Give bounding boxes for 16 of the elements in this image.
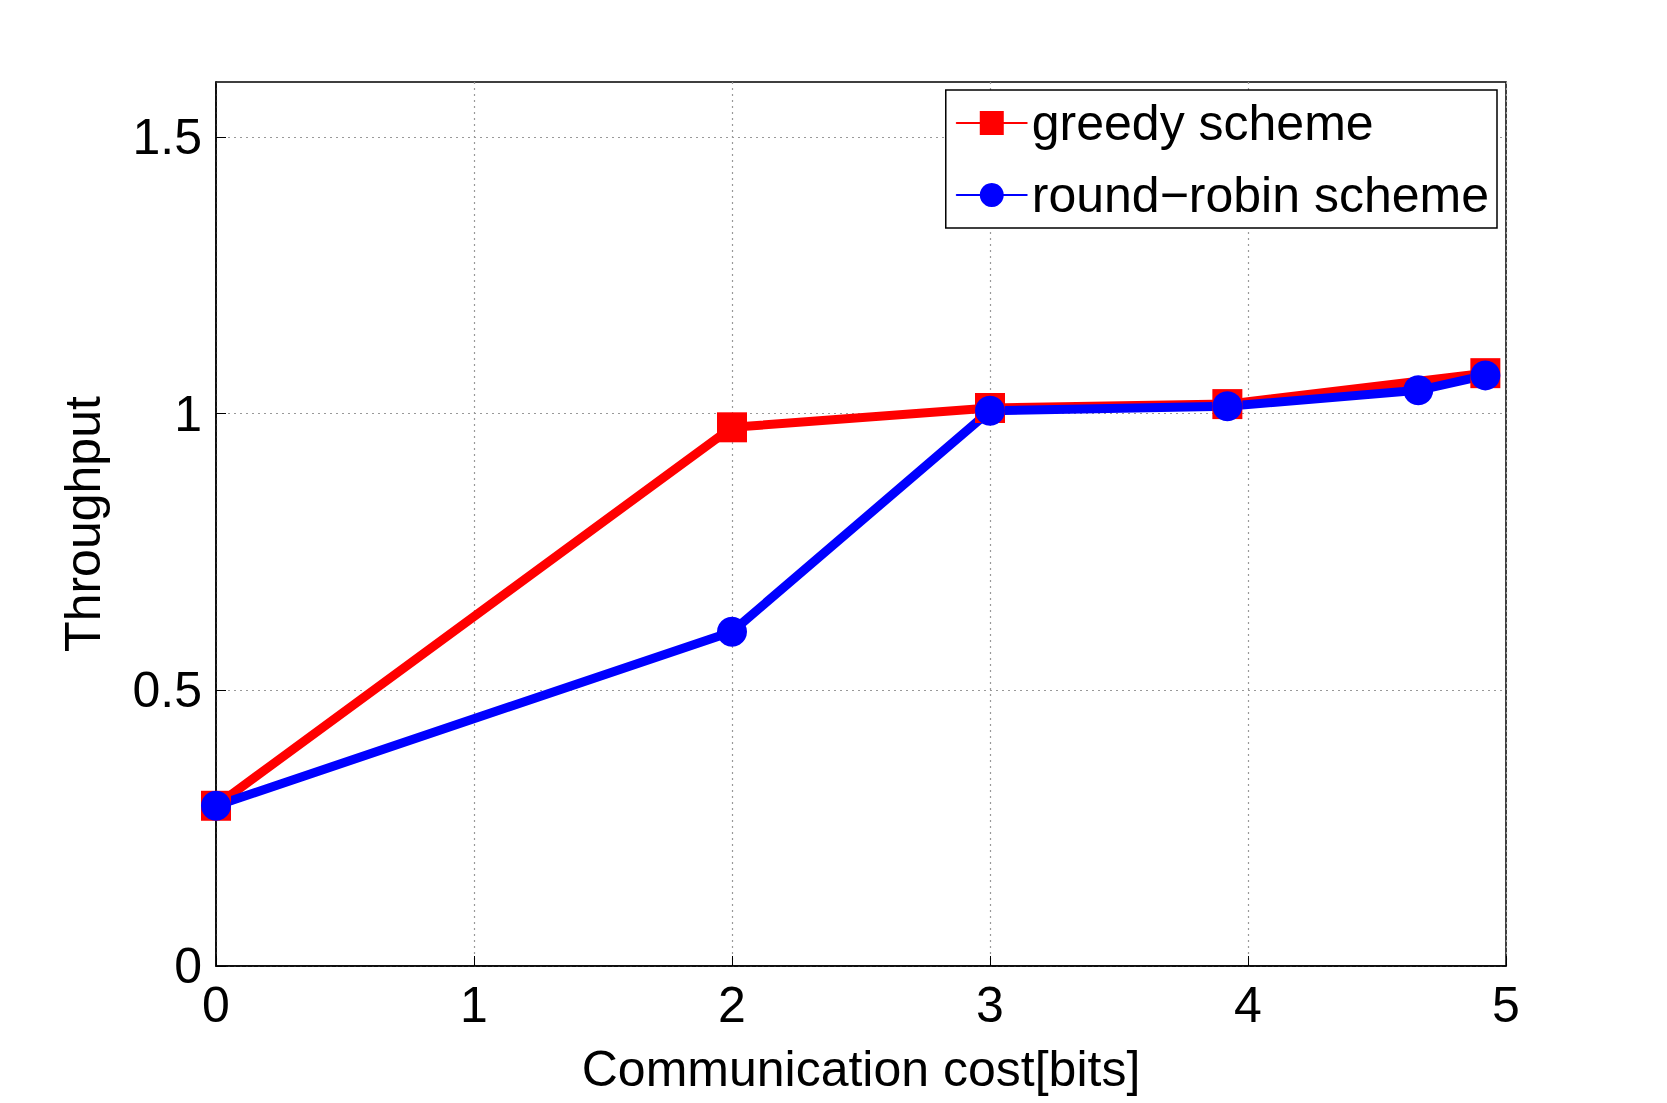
x-axis-title: Communication cost[bits] — [581, 1041, 1141, 1097]
legend-label: round−robin scheme — [1031, 167, 1490, 223]
y-tick-label: 0 — [174, 938, 202, 994]
y-tick-label: 0.5 — [132, 661, 202, 718]
x-tick-label: 5 — [1492, 977, 1520, 1033]
x-tick-label: 4 — [1234, 977, 1262, 1033]
y-axis-title: Throughput — [55, 396, 111, 652]
legend-label: greedy scheme — [1031, 95, 1374, 151]
point — [717, 616, 747, 647]
x-tick-label: 1 — [460, 977, 488, 1033]
point — [717, 412, 747, 443]
point — [1403, 375, 1434, 406]
y-tick-label: 1.5 — [132, 109, 202, 166]
y-tick-label: 1 — [174, 385, 202, 442]
x-tick-label: 3 — [976, 977, 1004, 1033]
x-tick-label: 2 — [718, 977, 746, 1033]
